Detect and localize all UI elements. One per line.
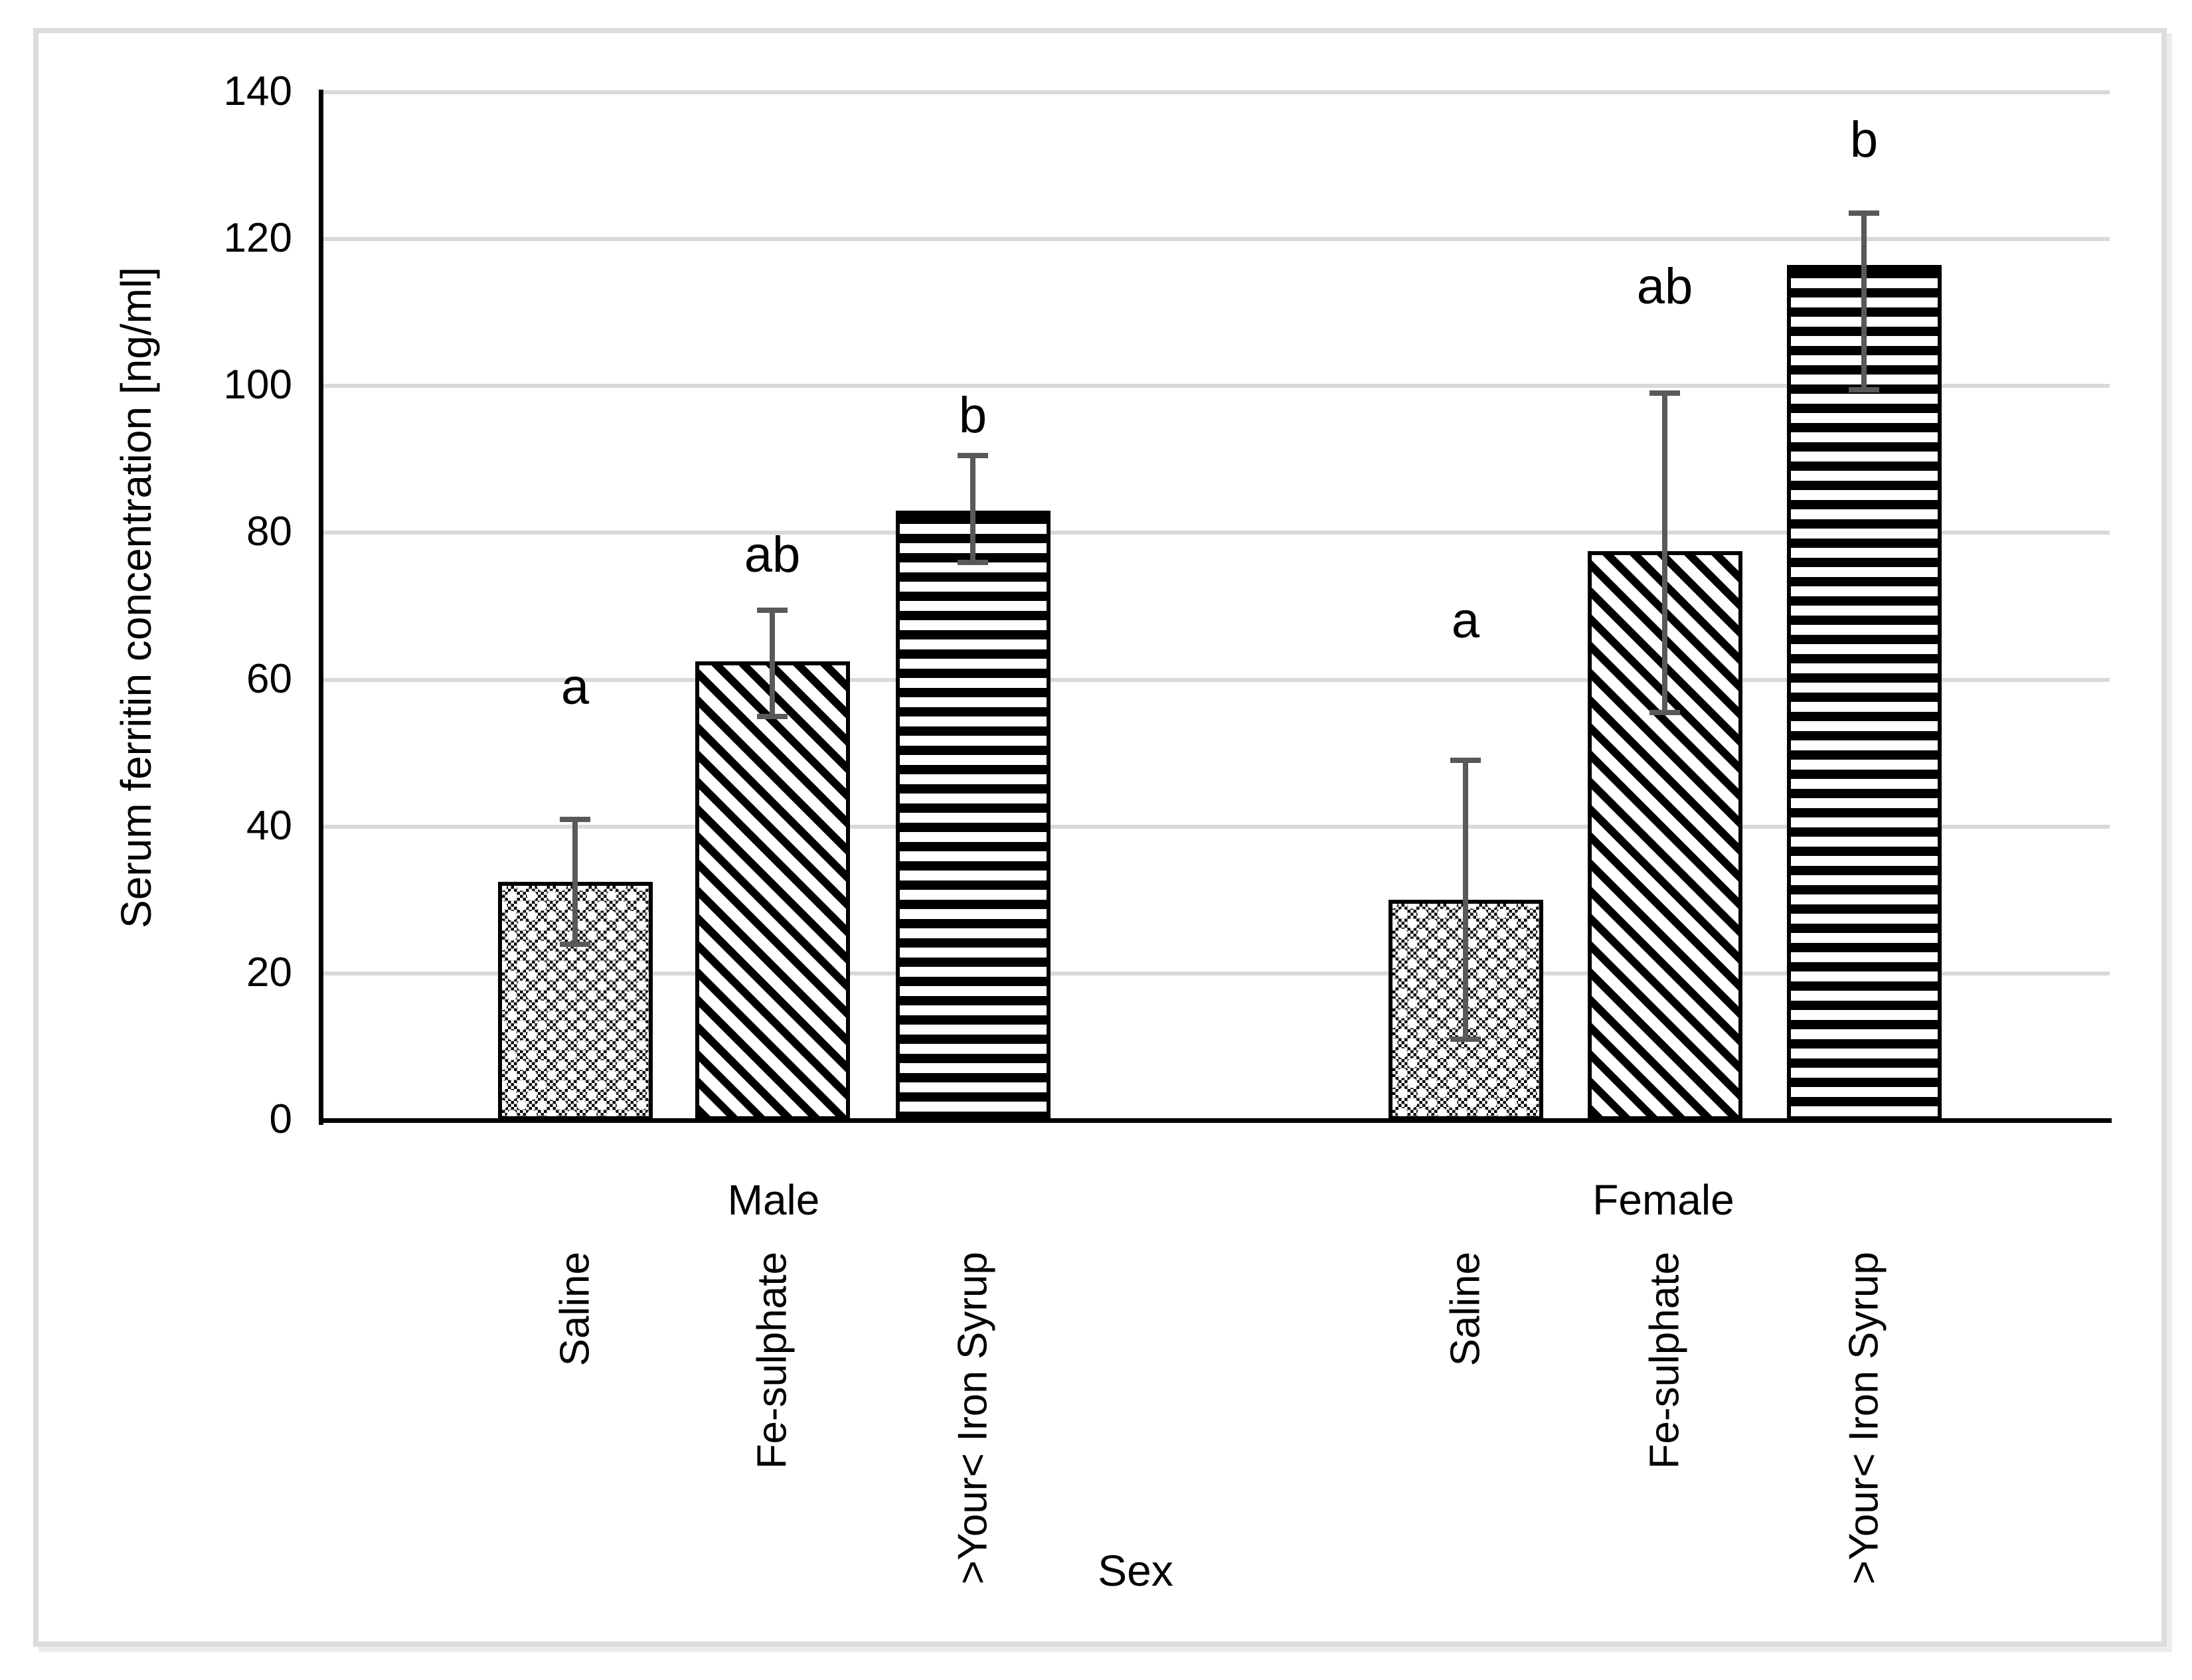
x-axis-line: [319, 1118, 2112, 1123]
bar-female-your-iron-syrup: [1786, 264, 1942, 1120]
error-bar-female-saline: [1463, 760, 1468, 1040]
error-bar-female-fe-sulphate: [1662, 393, 1667, 713]
category-label-male-fe-sulphate: Fe-sulphate: [749, 1252, 796, 1470]
error-bar-cap-bottom-male-your-iron-syrup: [958, 559, 988, 565]
y-tick-label-100: 100: [223, 362, 292, 408]
error-bar-cap-top-male-saline: [560, 816, 590, 822]
y-tick-label-120: 120: [223, 214, 292, 261]
bar-male-your-iron-syrup: [895, 511, 1051, 1120]
y-tick-label-40: 40: [246, 802, 292, 849]
sig-letter-male-your-iron-syrup: b: [958, 386, 987, 444]
error-bar-cap-top-male-your-iron-syrup: [958, 453, 988, 459]
error-bar-cap-top-female-saline: [1450, 758, 1481, 764]
category-label-female-fe-sulphate: Fe-sulphate: [1642, 1252, 1688, 1470]
gridline-20: [323, 971, 2110, 975]
y-tick-label-60: 60: [246, 655, 292, 702]
group-label-female: Female: [1592, 1176, 1734, 1224]
error-bar-cap-top-male-fe-sulphate: [757, 607, 788, 613]
error-bar-cap-bottom-female-fe-sulphate: [1649, 710, 1680, 716]
category-label-male-your-iron-syrup: >Your< Iron Syrup: [950, 1252, 996, 1584]
gridline-40: [323, 824, 2110, 829]
category-label-female-saline: Saline: [1442, 1252, 1489, 1367]
error-bar-male-your-iron-syrup: [970, 456, 975, 562]
error-bar-cap-top-female-fe-sulphate: [1649, 390, 1680, 396]
error-bar-cap-top-female-your-iron-syrup: [1849, 210, 1879, 216]
category-label-male-saline: Saline: [552, 1252, 598, 1367]
sig-letter-female-fe-sulphate: ab: [1636, 258, 1693, 315]
sig-letter-male-saline: a: [560, 658, 590, 715]
error-bar-cap-bottom-male-saline: [560, 941, 590, 947]
error-bar-female-your-iron-syrup: [1861, 213, 1867, 390]
error-bar-male-fe-sulphate: [770, 610, 775, 716]
error-bar-cap-bottom-female-saline: [1450, 1037, 1481, 1043]
y-tick-label-0: 0: [269, 1096, 292, 1142]
gridline-120: [323, 237, 2110, 242]
group-label-male: Male: [727, 1176, 820, 1224]
y-tick-label-80: 80: [246, 509, 292, 555]
error-bar-male-saline: [572, 819, 578, 944]
gridline-60: [323, 677, 2110, 682]
y-tick-label-140: 140: [223, 68, 292, 114]
gridline-140: [323, 90, 2110, 94]
sig-letter-male-fe-sulphate: ab: [744, 526, 801, 583]
error-bar-cap-bottom-female-your-iron-syrup: [1849, 386, 1879, 392]
gridline-100: [323, 384, 2110, 388]
gridline-80: [323, 531, 2110, 535]
y-tick-label-20: 20: [246, 949, 292, 995]
y-axis-line: [319, 90, 323, 1125]
x-axis-title: Sex: [1098, 1546, 1173, 1595]
sig-letter-female-saline: a: [1451, 592, 1480, 649]
bar-male-fe-sulphate: [695, 661, 850, 1120]
sig-letter-female-your-iron-syrup: b: [1849, 111, 1879, 168]
category-label-female-your-iron-syrup: >Your< Iron Syrup: [1841, 1252, 1887, 1584]
error-bar-cap-bottom-male-fe-sulphate: [757, 713, 788, 719]
